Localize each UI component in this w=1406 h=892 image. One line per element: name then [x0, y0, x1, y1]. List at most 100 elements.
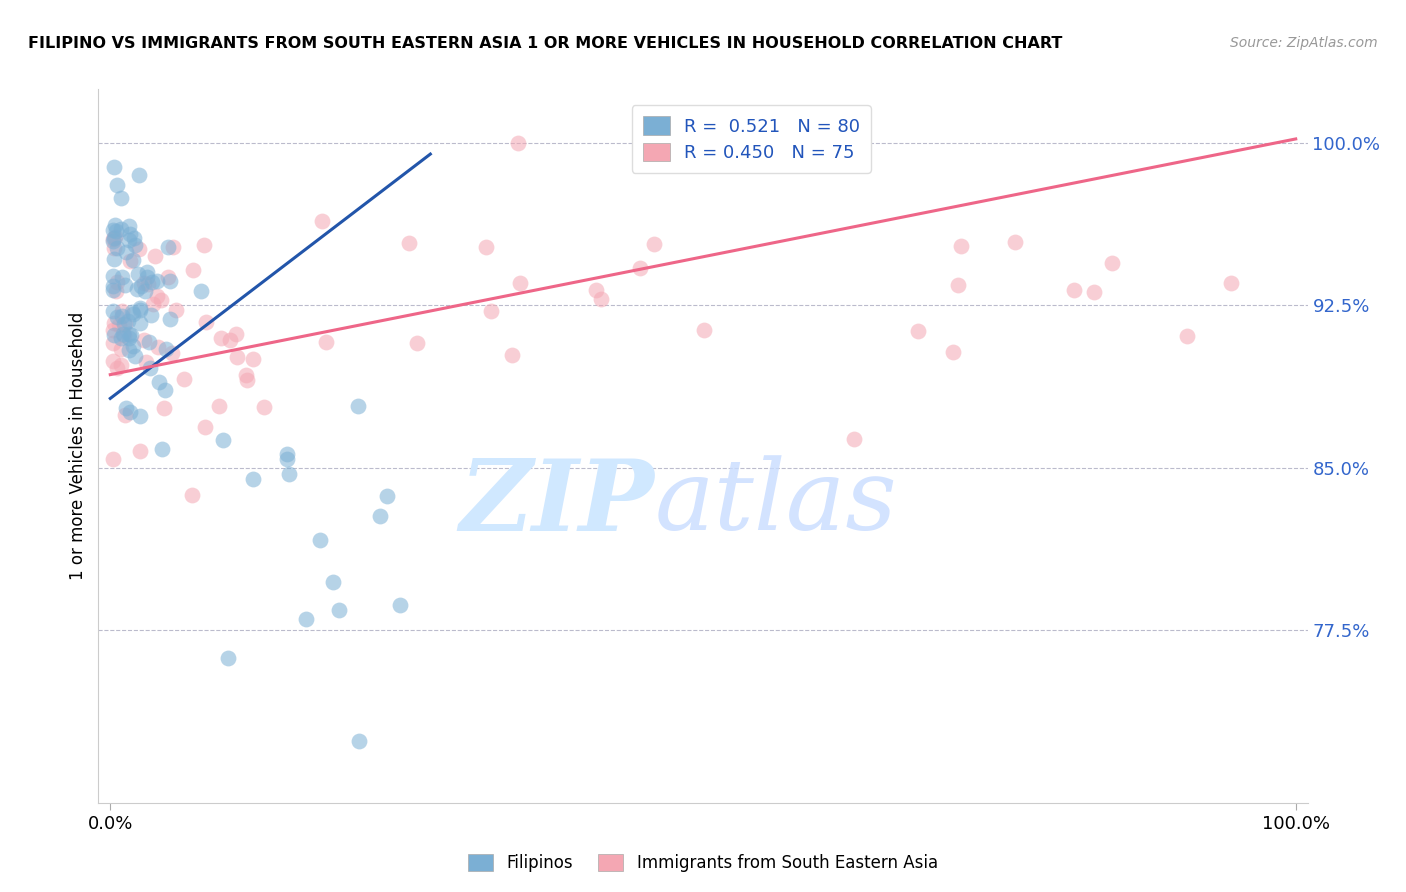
Point — [110, 331, 132, 345]
Point — [236, 373, 259, 387]
Point — [117, 314, 139, 328]
Point — [138, 334, 160, 349]
Point — [159, 274, 181, 288]
Point — [162, 240, 184, 254]
Point — [120, 254, 142, 268]
Point — [101, 335, 124, 350]
Point — [146, 289, 169, 303]
Point — [114, 278, 136, 293]
Point — [842, 432, 865, 446]
Point — [315, 335, 337, 350]
Point — [105, 241, 128, 255]
Point — [103, 241, 125, 255]
Point — [110, 304, 132, 318]
Point — [107, 361, 129, 376]
Point — [276, 451, 298, 466]
Point — [181, 263, 204, 277]
Point — [101, 278, 124, 293]
Point — [148, 341, 170, 355]
Point — [128, 242, 150, 256]
Point — [104, 230, 127, 244]
Point — [155, 383, 177, 397]
Point — [585, 283, 607, 297]
Legend: Filipinos, Immigrants from South Eastern Asia: Filipinos, Immigrants from South Eastern… — [460, 846, 946, 880]
Point — [103, 328, 125, 343]
Point — [142, 297, 165, 311]
Point — [114, 317, 136, 331]
Point — [110, 191, 132, 205]
Text: ZIP: ZIP — [460, 455, 655, 551]
Point — [219, 333, 242, 347]
Text: FILIPINO VS IMMIGRANTS FROM SOUTH EASTERN ASIA 1 OR MORE VEHICLES IN HOUSEHOLD C: FILIPINO VS IMMIGRANTS FROM SOUTH EASTER… — [28, 36, 1063, 51]
Point — [112, 328, 135, 343]
Point — [124, 349, 146, 363]
Point — [127, 267, 149, 281]
Y-axis label: 1 or more Vehicles in Household: 1 or more Vehicles in Household — [69, 312, 87, 580]
Point — [118, 330, 141, 344]
Point — [347, 734, 370, 748]
Point — [105, 310, 128, 325]
Point — [643, 236, 665, 251]
Point — [165, 303, 187, 318]
Point — [129, 443, 152, 458]
Point — [193, 237, 215, 252]
Point — [693, 322, 716, 336]
Point — [110, 222, 132, 236]
Point — [181, 488, 204, 502]
Point — [124, 237, 146, 252]
Point — [128, 169, 150, 183]
Point — [157, 239, 180, 253]
Point — [194, 419, 217, 434]
Point — [117, 233, 139, 247]
Point — [153, 401, 176, 416]
Point — [135, 265, 157, 279]
Point — [346, 400, 368, 414]
Point — [242, 472, 264, 486]
Point — [101, 232, 124, 246]
Point — [121, 305, 143, 319]
Point — [942, 344, 965, 359]
Point — [135, 355, 157, 369]
Point — [1101, 255, 1123, 269]
Point — [508, 136, 530, 151]
Point — [114, 408, 136, 422]
Point — [294, 612, 316, 626]
Point — [120, 227, 142, 242]
Point — [103, 252, 125, 266]
Point — [127, 282, 149, 296]
Point — [110, 309, 132, 323]
Point — [105, 284, 128, 298]
Point — [120, 327, 142, 342]
Point — [146, 274, 169, 288]
Point — [375, 489, 398, 503]
Point — [389, 599, 412, 613]
Point — [1083, 285, 1105, 300]
Point — [122, 307, 145, 321]
Point — [1219, 276, 1241, 290]
Point — [479, 303, 502, 318]
Text: Source: ZipAtlas.com: Source: ZipAtlas.com — [1230, 36, 1378, 50]
Point — [111, 326, 134, 341]
Point — [103, 160, 125, 174]
Point — [398, 235, 420, 250]
Point — [110, 342, 132, 356]
Point — [150, 442, 173, 456]
Point — [104, 218, 127, 232]
Point — [195, 316, 218, 330]
Point — [129, 409, 152, 424]
Point — [252, 400, 274, 414]
Point — [101, 354, 124, 368]
Point — [242, 352, 264, 367]
Point — [311, 214, 333, 228]
Point — [405, 335, 427, 350]
Point — [101, 283, 124, 297]
Point — [907, 324, 929, 338]
Point — [132, 277, 155, 291]
Point — [111, 270, 134, 285]
Point — [122, 231, 145, 245]
Point — [101, 222, 124, 236]
Point — [108, 318, 131, 332]
Point — [103, 230, 125, 244]
Point — [104, 224, 127, 238]
Point — [948, 278, 970, 293]
